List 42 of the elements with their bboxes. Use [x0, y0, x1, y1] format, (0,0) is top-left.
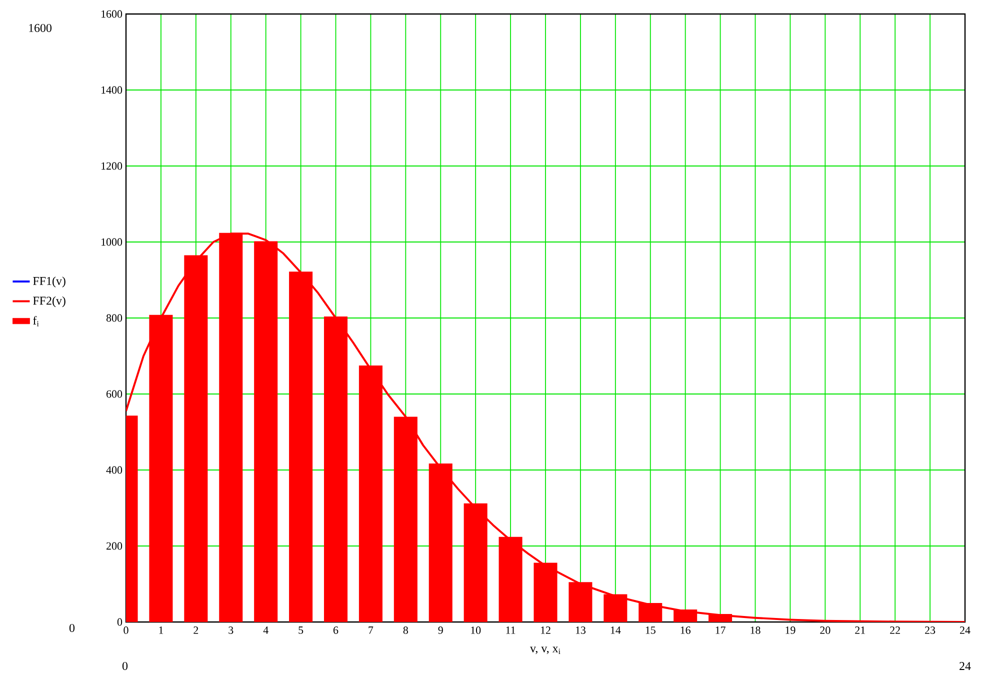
y-tick-label: 1200 — [102, 162, 122, 170]
x-axis-title: v, v, x$_{i}$ — [530, 646, 560, 654]
x-tick-label: 9 — [438, 626, 443, 634]
legend-label: FF1(v) — [33, 276, 66, 288]
y-tick-label: 200 — [106, 542, 122, 550]
x-tick-label: 18 — [750, 626, 760, 634]
x-tick-label: 22 — [890, 626, 900, 634]
x-tick-label: 14 — [610, 626, 621, 634]
legend-label: FF2(v) — [33, 296, 66, 308]
x-tick-label: 3 — [228, 626, 234, 634]
x-tick-label: 13 — [576, 626, 586, 634]
text: 24 — [960, 662, 971, 670]
y-tick-label: 1000 — [102, 238, 122, 246]
text: 0 — [122, 662, 128, 670]
x-tick-label: 11 — [506, 626, 516, 634]
text: 1600 — [29, 24, 52, 32]
x-tick-label: 21 — [855, 626, 865, 634]
x-tick-label: 24 — [960, 626, 970, 634]
x-tick-label: 8 — [403, 626, 408, 634]
y-tick-label: 800 — [106, 314, 122, 322]
x-tick-label: 1 — [159, 626, 164, 634]
x-tick-label: 17 — [716, 626, 726, 634]
y-tick-label: 600 — [106, 390, 122, 398]
legend-label: f$_{i}$ — [33, 316, 39, 326]
x-tick-label: 10 — [471, 626, 481, 634]
line-series — [126, 232, 966, 622]
x-tick-label: 2 — [194, 626, 198, 634]
x-tick-label: 16 — [680, 626, 690, 634]
y-tick-label: 1600 — [102, 10, 122, 18]
x-tick-label: 7 — [368, 626, 374, 634]
x-tick-label: 23 — [925, 626, 936, 634]
x-tick-label: 19 — [786, 626, 796, 634]
y-tick-label: 0 — [117, 618, 122, 626]
x-tick-label: 4 — [263, 626, 268, 634]
x-tick-label: 5 — [298, 626, 304, 634]
y-tick-label: 1400 — [102, 86, 122, 94]
x-tick-label: 0 — [124, 626, 128, 634]
x-tick-label: 20 — [820, 626, 830, 634]
x-tick-label: 15 — [646, 626, 656, 634]
y-tick-label: 400 — [106, 466, 122, 474]
x-tick-label: 12 — [540, 626, 550, 634]
x-tick-label: 6 — [333, 626, 338, 634]
